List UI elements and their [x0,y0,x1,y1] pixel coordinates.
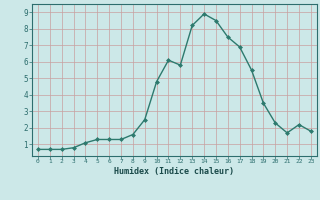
X-axis label: Humidex (Indice chaleur): Humidex (Indice chaleur) [115,167,234,176]
